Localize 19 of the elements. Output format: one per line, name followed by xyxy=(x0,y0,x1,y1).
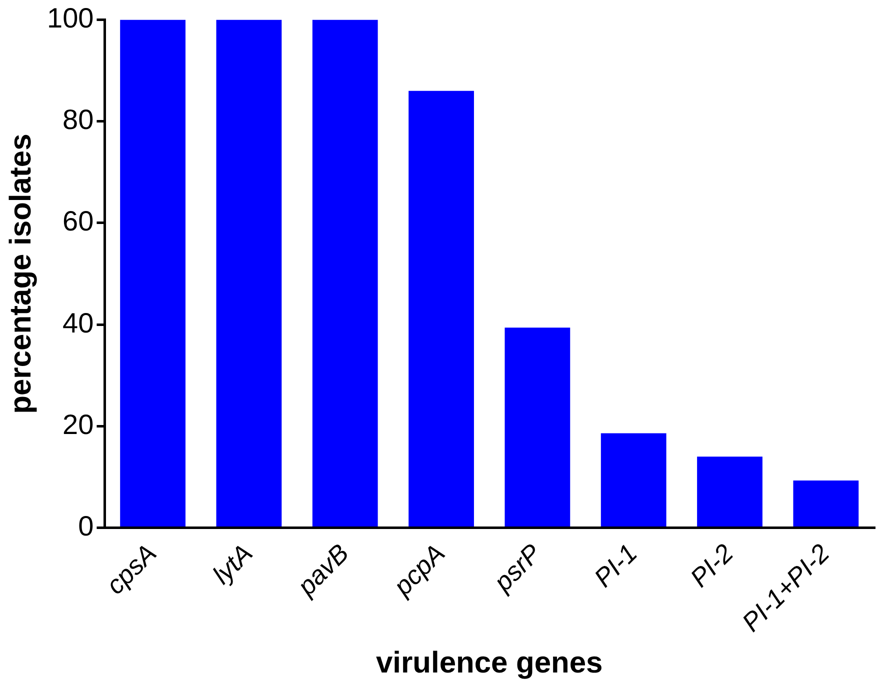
y-axis-title: percentage isolates xyxy=(4,134,38,414)
bar xyxy=(504,328,570,527)
bar xyxy=(120,20,186,527)
x-tick-label: PI-1 xyxy=(588,538,643,593)
y-tick-label: 0 xyxy=(78,510,94,542)
y-tick-label: 100 xyxy=(47,2,94,34)
bar xyxy=(216,20,282,527)
y-tick-label: 20 xyxy=(62,408,94,440)
bar xyxy=(697,456,762,527)
x-tick-label: PI-2 xyxy=(684,538,740,593)
bar xyxy=(408,90,474,527)
y-tick-label: 60 xyxy=(62,206,94,237)
y-tick-label: 80 xyxy=(62,104,94,136)
bar xyxy=(312,20,378,527)
x-axis-title: virulence genes xyxy=(376,646,603,680)
bar xyxy=(600,433,666,527)
y-tick-label: 40 xyxy=(62,307,94,338)
bar xyxy=(793,480,859,527)
x-tick-label: lytA xyxy=(206,538,258,590)
